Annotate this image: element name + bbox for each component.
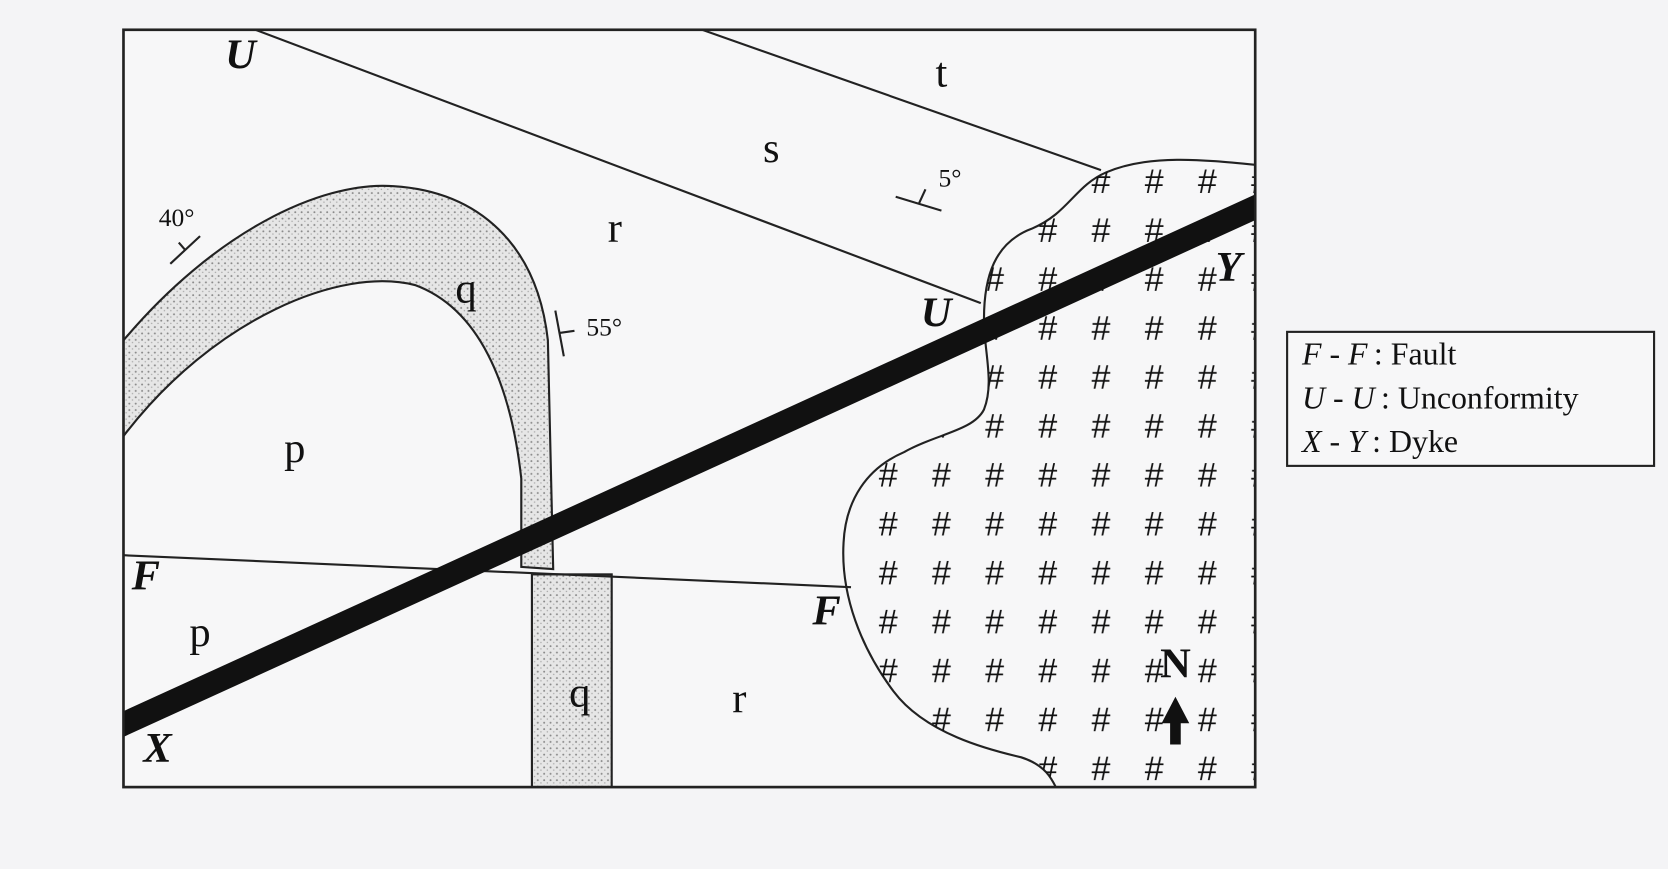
formation-label: q xyxy=(455,265,476,312)
legend-text: : Dyke xyxy=(1372,424,1458,459)
q-band xyxy=(123,184,555,571)
formation-label: r xyxy=(732,675,746,722)
legend: F - F: Fault U - U: Unconformity X - Y: Dy… xyxy=(1300,337,1579,459)
dip-label: 40° xyxy=(159,203,195,232)
dyke xyxy=(123,194,1256,737)
formation-label: p xyxy=(189,609,210,656)
map-body xyxy=(123,29,1256,788)
q-block xyxy=(530,573,613,788)
contact-label: F xyxy=(811,588,840,635)
unconformity-line xyxy=(255,29,982,305)
formation-label: p xyxy=(284,425,305,472)
dip-label: 5° xyxy=(938,164,961,193)
formation-label: s xyxy=(763,125,780,172)
map-frame xyxy=(122,28,1257,789)
dip-symbols xyxy=(169,188,942,357)
legend-text: : Unconformity xyxy=(1381,380,1579,415)
contact-label: X xyxy=(141,725,173,772)
contact-line xyxy=(701,29,1102,172)
legend-key: X - Y xyxy=(1300,424,1369,459)
contact-label: U xyxy=(225,31,258,78)
contact-label: U xyxy=(921,290,954,337)
legend-key: F - F xyxy=(1301,337,1368,372)
legend-key: U - U xyxy=(1302,380,1377,415)
granite-pattern xyxy=(843,159,1256,788)
legend-text: : Fault xyxy=(1374,337,1457,372)
legend-box xyxy=(1286,330,1656,467)
formation-label: t xyxy=(936,49,948,96)
contact-label: Y xyxy=(1216,244,1246,291)
contact-label: F xyxy=(131,552,160,599)
fault-line xyxy=(123,554,852,589)
formation-label: q xyxy=(569,669,590,716)
dip-label: 55° xyxy=(586,313,622,342)
north-arrow xyxy=(1161,696,1190,745)
formation-label: r xyxy=(608,205,622,252)
north-label: N xyxy=(1160,641,1191,688)
